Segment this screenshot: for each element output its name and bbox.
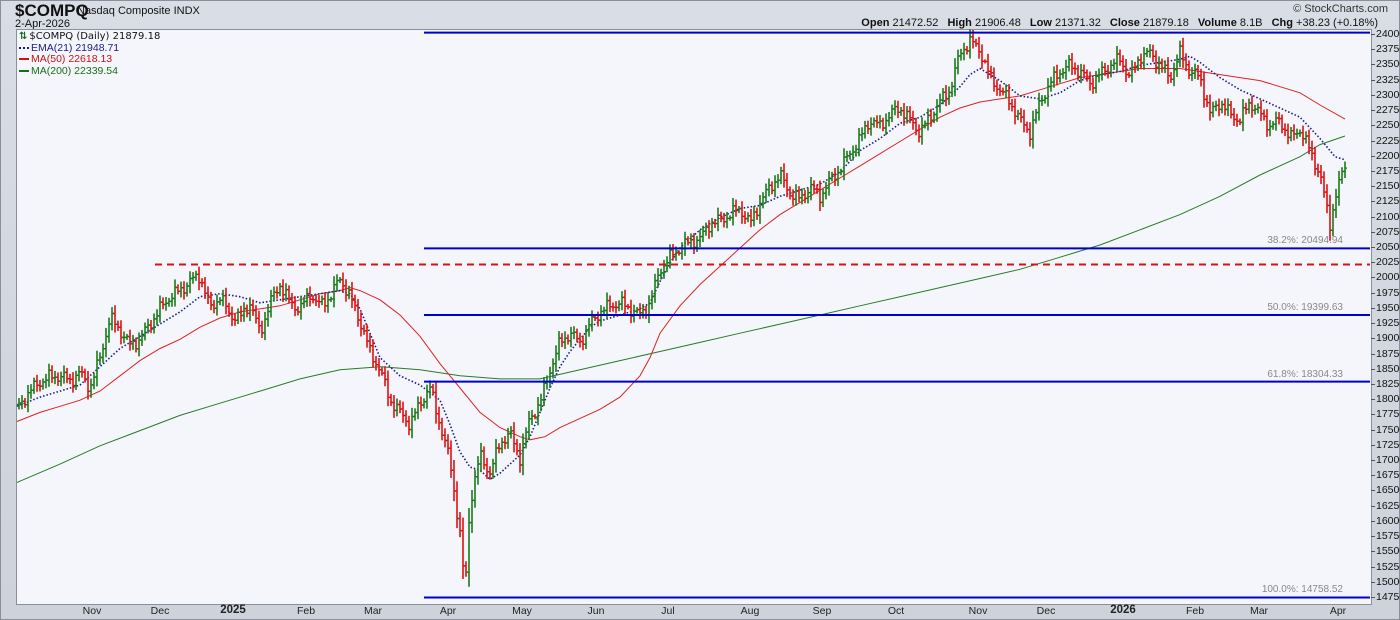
- legend-ma200-text: MA(200) 22339.54: [31, 64, 118, 77]
- ohlc-bars-icon: ⇅: [19, 31, 28, 42]
- x-tick-label: Dec: [1036, 605, 1056, 617]
- x-tick-label: Jul: [661, 605, 675, 617]
- y-tick-label: 20750: [1370, 226, 1400, 238]
- high-label: High: [947, 17, 972, 29]
- y-tick-label: 21250: [1370, 195, 1400, 207]
- y-tick-label: 23000: [1370, 89, 1400, 101]
- y-tick-label: 22500: [1370, 119, 1400, 131]
- y-tick-label: 23750: [1370, 43, 1400, 55]
- legend-ma50: MA(50) 22618.13: [19, 53, 160, 66]
- y-tick-label: 18250: [1370, 378, 1400, 390]
- y-tick-label: 16250: [1370, 500, 1400, 512]
- x-tick-label: Apr: [1329, 605, 1347, 617]
- y-tick-label: 19750: [1370, 287, 1400, 299]
- y-tick-label: 19250: [1370, 317, 1400, 329]
- low-value: 21371.32: [1054, 17, 1101, 29]
- y-tick-label: 21500: [1370, 180, 1400, 192]
- x-tick-label: Mar: [363, 605, 383, 617]
- y-tick-label: 18000: [1370, 393, 1400, 405]
- x-tick-label: Aug: [740, 605, 760, 617]
- chart-legend: ⇅ $COMPQ (Daily) 21879.18 EMA(21) 21948.7…: [19, 31, 160, 77]
- x-tick-label: Sep: [812, 605, 832, 617]
- x-tick-label: Nov: [968, 605, 988, 617]
- y-tick-label: 22750: [1370, 104, 1400, 116]
- y-tick-label: 23500: [1370, 58, 1400, 70]
- symbol-name: Nasdaq Composite INDX: [74, 5, 200, 17]
- red-line-icon: [19, 58, 29, 61]
- plot-area[interactable]: [16, 29, 1372, 605]
- legend-ema21-text: EMA(21) 21948.71: [31, 41, 120, 54]
- y-tick-label: 15000: [1370, 576, 1400, 588]
- x-tick-label: Jun: [587, 605, 605, 617]
- open-value: 21472.52: [892, 17, 939, 29]
- close-value: 21879.18: [1142, 17, 1189, 29]
- y-tick-label: 17750: [1370, 408, 1400, 420]
- high-value: 21906.48: [974, 17, 1021, 29]
- y-tick-label: 18750: [1370, 348, 1400, 360]
- y-tick-label: 16500: [1370, 484, 1400, 496]
- y-tick-label: 19000: [1370, 332, 1400, 344]
- y-tick-label: 23250: [1370, 74, 1400, 86]
- company-name: Nasdaq Composite: [77, 5, 171, 17]
- volume-value: 8.1B: [1239, 17, 1263, 29]
- volume-label: Volume: [1197, 17, 1237, 29]
- y-tick-label: 20000: [1370, 271, 1400, 283]
- legend-ma200: MA(200) 22339.54: [19, 64, 160, 78]
- legend-ema21: EMA(21) 21948.71: [19, 41, 160, 55]
- y-tick-label: 20500: [1370, 241, 1400, 253]
- y-tick-label: 18500: [1370, 363, 1400, 375]
- x-tick-label: 2025: [220, 604, 246, 616]
- symbol-title: $COMPQ: [15, 1, 89, 20]
- low-label: Low: [1029, 17, 1052, 29]
- x-tick-label: 2026: [1110, 604, 1136, 616]
- y-tick-label: 24000: [1370, 28, 1400, 40]
- dotted-line-icon: [19, 46, 29, 49]
- chg-label: Chg: [1271, 17, 1293, 29]
- y-tick-label: 22000: [1370, 150, 1400, 162]
- y-tick-label: 15250: [1370, 561, 1400, 573]
- close-label: Close: [1109, 17, 1140, 29]
- x-tick-label: May: [512, 605, 532, 617]
- y-tick-label: 16750: [1370, 469, 1400, 481]
- legend-price: ⇅ $COMPQ (Daily) 21879.18: [19, 31, 160, 43]
- y-tick-label: 17000: [1370, 454, 1400, 466]
- y-tick-label: 17500: [1370, 424, 1400, 436]
- y-tick-label: 19500: [1370, 302, 1400, 314]
- x-tick-label: Nov: [82, 605, 102, 617]
- chg-value: +38.23 (+0.18%): [1296, 17, 1378, 29]
- y-tick-label: 17250: [1370, 439, 1400, 451]
- x-tick-label: Feb: [1185, 605, 1205, 617]
- y-tick-label: 22250: [1370, 135, 1400, 147]
- fib-level-label: 38.2%: 20494.94: [1267, 235, 1343, 247]
- chart-date: 2-Apr-2026: [15, 18, 71, 30]
- y-tick-label: 15500: [1370, 545, 1400, 557]
- legend-price-text: $COMPQ (Daily) 21879.18: [29, 31, 161, 42]
- fib-level-label: 50.0%: 19399.63: [1267, 302, 1343, 313]
- ohlc-summary: Open 21472.52 High 21906.48 Low 21371.32…: [855, 17, 1378, 29]
- y-tick-label: 21000: [1370, 211, 1400, 223]
- x-tick-label: Apr: [439, 605, 457, 617]
- fib-level-label: 100.0%: 14758.52: [1261, 584, 1343, 596]
- exchange-label: INDX: [173, 5, 200, 17]
- fib-level-label: 61.8%: 18304.33: [1267, 368, 1343, 380]
- open-label: Open: [861, 17, 890, 29]
- y-tick-label: 14750: [1370, 591, 1400, 603]
- legend-ma50-text: MA(50) 22618.13: [31, 53, 113, 65]
- y-tick-label: 15750: [1370, 530, 1400, 542]
- x-tick-label: Feb: [296, 605, 316, 617]
- x-tick-label: Oct: [887, 605, 905, 617]
- y-tick-label: 20250: [1370, 256, 1400, 268]
- x-tick-label: Mar: [1249, 605, 1269, 617]
- y-tick-label: 16000: [1370, 515, 1400, 527]
- copyright: © StockCharts.com: [1293, 3, 1388, 15]
- y-tick-label: 21750: [1370, 165, 1400, 177]
- x-tick-label: Dec: [150, 605, 170, 617]
- green-line-icon: [19, 69, 29, 72]
